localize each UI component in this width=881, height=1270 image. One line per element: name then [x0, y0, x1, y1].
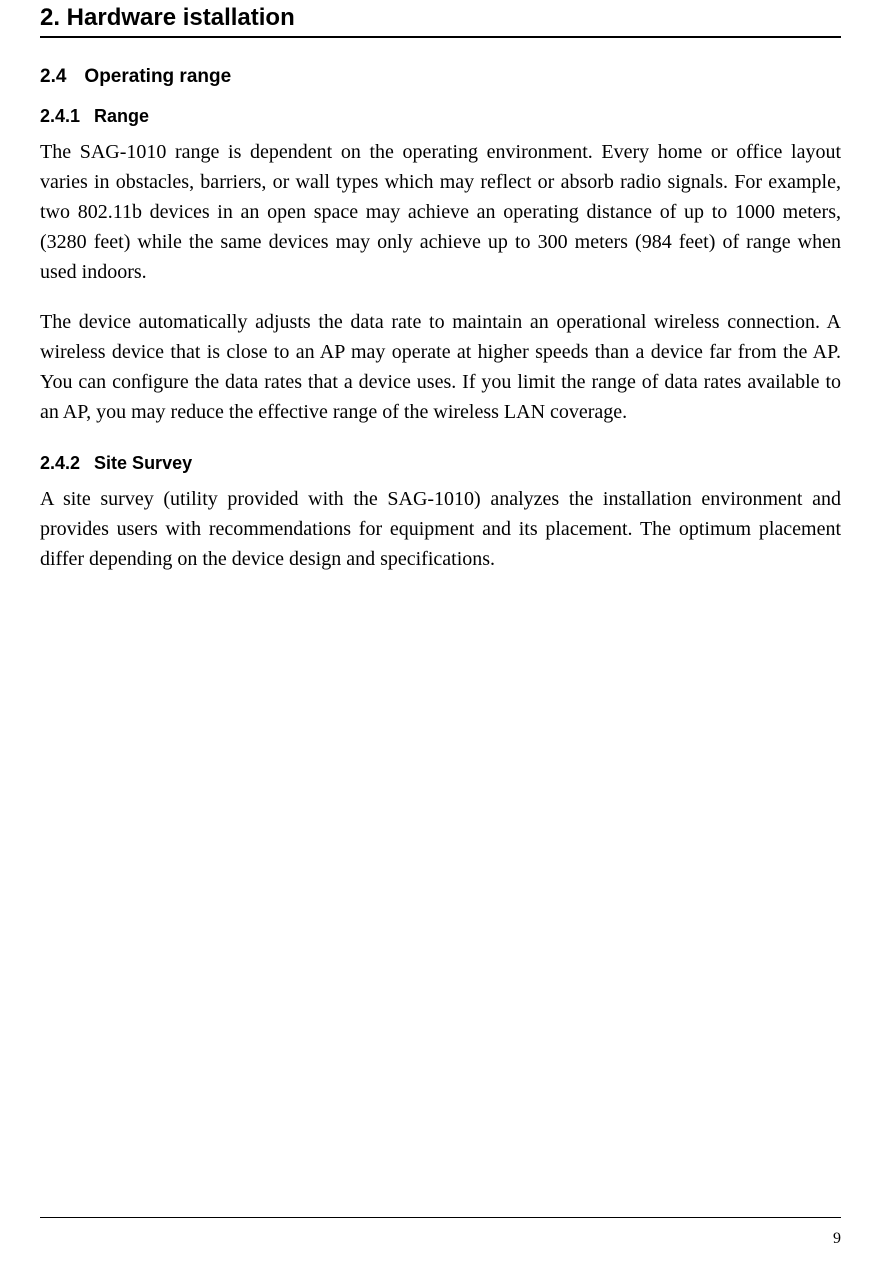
- section-number: 2.4: [40, 66, 66, 88]
- subsection-heading-range: 2.4.1 Range: [40, 106, 841, 127]
- subsection-title: Range: [94, 106, 149, 126]
- body-paragraph: The SAG-1010 range is dependent on the o…: [40, 137, 841, 287]
- section-title: Operating range: [84, 66, 231, 87]
- footer-divider: [40, 1217, 841, 1218]
- subsection-number: 2.4.1: [40, 106, 80, 127]
- body-paragraph: A site survey (utility provided with the…: [40, 484, 841, 574]
- page-number: 9: [833, 1230, 841, 1248]
- subsection-number: 2.4.2: [40, 453, 80, 474]
- body-paragraph: The device automatically adjusts the dat…: [40, 307, 841, 427]
- chapter-title: 2. Hardware istallation: [40, 0, 841, 38]
- subsection-title: Site Survey: [94, 453, 192, 473]
- subsection-heading-site-survey: 2.4.2 Site Survey: [40, 453, 841, 474]
- section-heading: 2.4 Operating range: [40, 66, 841, 88]
